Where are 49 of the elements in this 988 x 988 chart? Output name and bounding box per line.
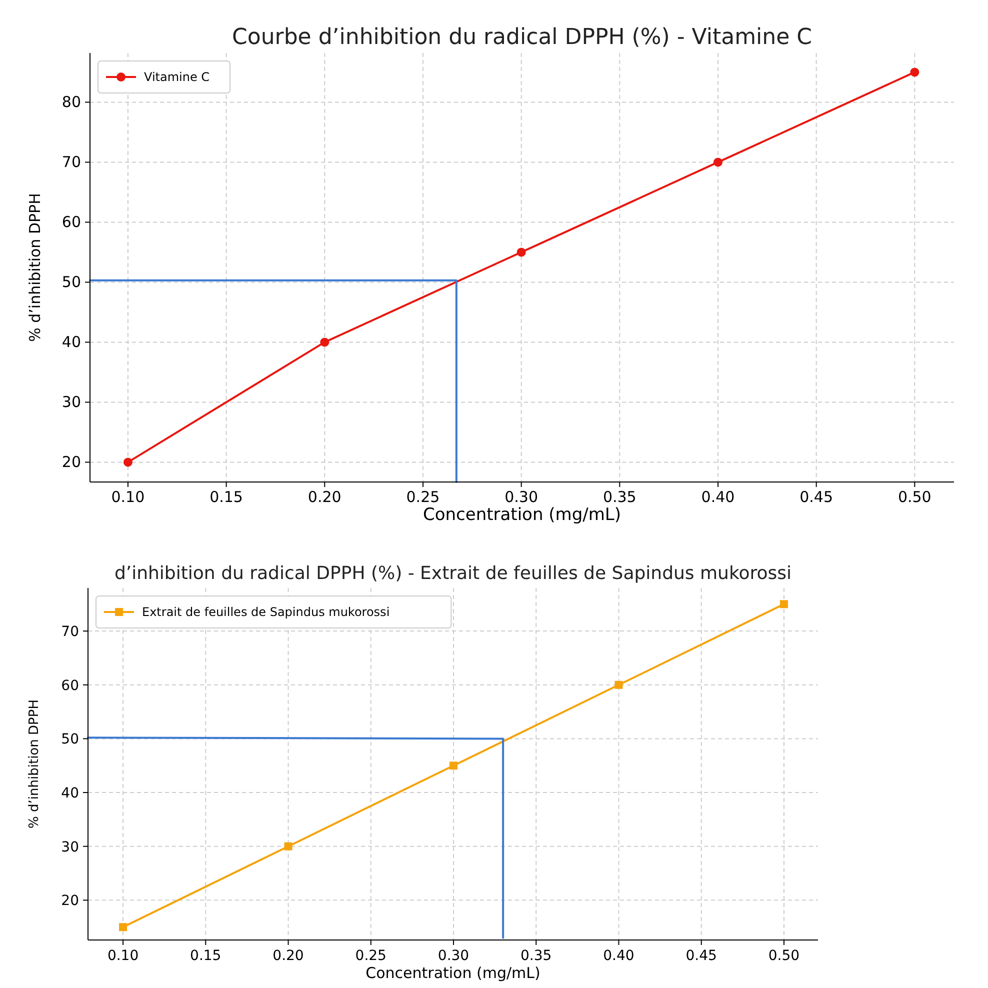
point (516, 248, 526, 257)
point (320, 338, 330, 347)
x-tick-label: 0.35 (520, 948, 552, 964)
x-tick-label: 0.35 (602, 488, 636, 506)
x-tick-label: 0.30 (438, 948, 470, 964)
x-tick-label: 0.50 (898, 488, 932, 506)
point (449, 762, 458, 770)
y-tick-label: 50 (62, 273, 81, 292)
point (614, 680, 623, 689)
x-axis-title: Concentration (mg/mL) (422, 505, 622, 525)
point (780, 600, 788, 608)
x-tick-label: 0.15 (190, 948, 222, 964)
y-tick-label: 30 (61, 839, 79, 856)
y-tick-label: 20 (61, 893, 79, 910)
y-tick-label: 40 (62, 333, 81, 352)
x-tick-label: 0.25 (355, 948, 386, 964)
y-tick-label: 40 (61, 786, 79, 802)
y-tick-label: 80 (62, 93, 81, 112)
legend-label: Vitamine C (144, 70, 210, 84)
point (284, 842, 292, 850)
y-tick-label: 60 (61, 678, 79, 694)
chart-title: Courbe d’inhibition du radical DPPH (%) - Vitamine C (232, 25, 812, 50)
x-tick-label: 0.10 (111, 488, 145, 506)
y-tick-label: 20 (62, 453, 81, 472)
y-tick-label: 50 (61, 732, 79, 748)
x-axis-title: Concentration (mg/mL) (366, 964, 540, 982)
y-tick-label: 70 (62, 153, 81, 172)
point (119, 923, 128, 932)
x-tick-label: 0.20 (308, 488, 342, 506)
x-tick-label: 0.45 (686, 948, 717, 964)
y-tick-label: 70 (61, 624, 79, 640)
x-tick-label: 0.30 (504, 488, 538, 506)
point (910, 68, 920, 77)
point (123, 458, 132, 467)
y-tick-label: 60 (62, 213, 81, 232)
x-tick-label: 0.10 (107, 948, 139, 964)
point (713, 158, 722, 167)
x-tick-label: 0.25 (406, 488, 440, 506)
x-tick-label: 0.40 (701, 488, 735, 506)
y-axis-title: % d’inhibition DPPH (26, 193, 44, 342)
legend-label: Extrait de feuilles de Sapindus mukorossi (142, 605, 390, 619)
y-axis-title: % d’inhibition DPPH (27, 700, 42, 828)
y-tick-label: 30 (62, 393, 81, 412)
x-tick-label: 0.45 (800, 488, 834, 506)
x-tick-label: 0.15 (210, 488, 243, 506)
x-tick-label: 0.20 (272, 948, 304, 964)
x-tick-label: 0.50 (768, 948, 800, 964)
chart-title: d’inhibition du radical DPPH (%) - Extrait de feuilles de Sapindus mukorossi (114, 563, 792, 584)
x-tick-label: 0.40 (603, 948, 634, 964)
